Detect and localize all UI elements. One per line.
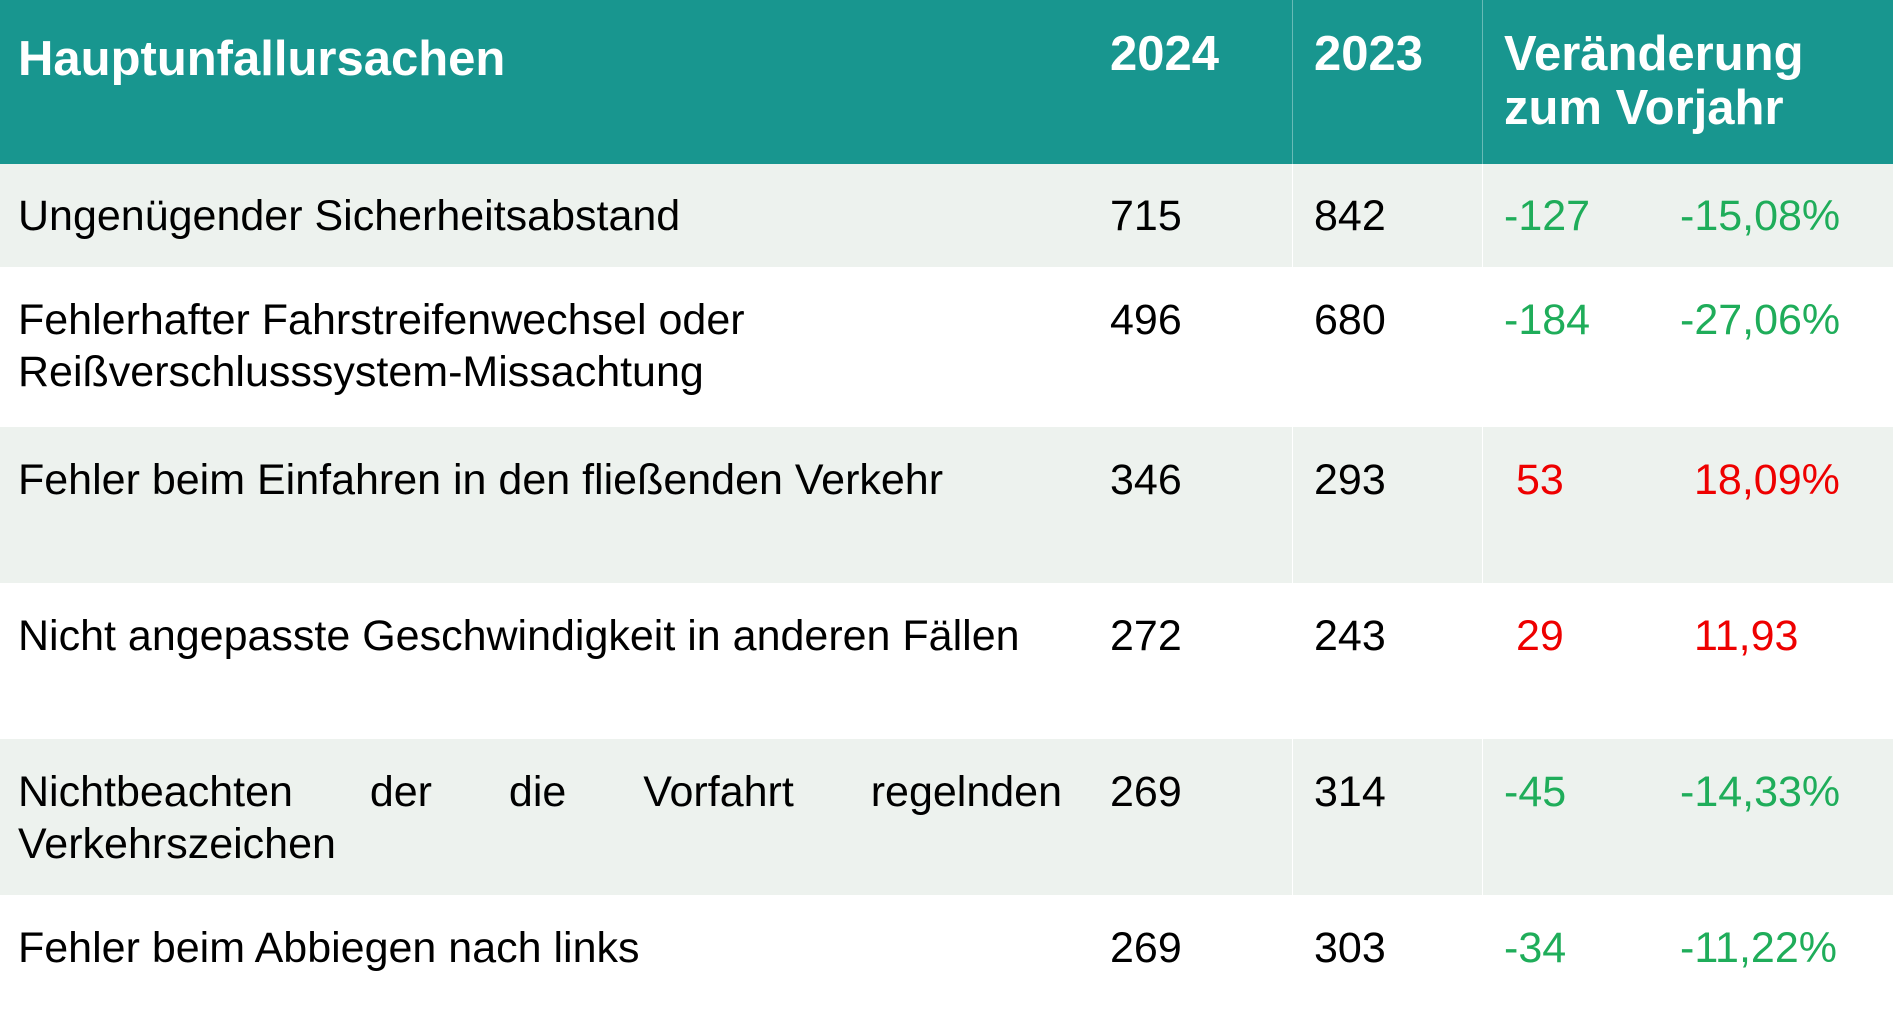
column-divider (1482, 164, 1483, 1004)
value-2024: 715 (1110, 192, 1182, 240)
table-row (0, 267, 1893, 427)
cause-cell: Nichtbeachten der die Vorfahrt regelnden… (18, 768, 1062, 868)
header-2024: 2024 (1110, 27, 1220, 81)
header-change-line2: zum Vorjahr (1504, 81, 1784, 135)
cause-cell: Ungenügender Sicherheitsabstand (18, 192, 681, 240)
table-row (0, 427, 1893, 583)
value-2023: 243 (1314, 612, 1386, 660)
change-absolute: 53 (1516, 456, 1564, 504)
value-2023: 842 (1314, 192, 1386, 240)
column-divider (1292, 164, 1293, 1004)
table-row (0, 895, 1893, 1005)
change-absolute: -34 (1504, 924, 1567, 972)
value-2024: 272 (1110, 612, 1182, 660)
cause-cell: Fehler beim Einfahren in den fließenden … (18, 456, 944, 504)
header-divider (1482, 0, 1483, 164)
change-absolute: 29 (1516, 612, 1564, 660)
cause-cell: Nicht angepasste Geschwindigkeit in ande… (18, 612, 1020, 660)
cause-cell: Fehlerhafter Fahrstreifenwechsel oder Re… (18, 294, 745, 398)
table-row (0, 739, 1893, 895)
change-percent: 11,93 (1694, 612, 1799, 660)
table-row (0, 583, 1893, 739)
value-2023: 303 (1314, 924, 1386, 972)
change-absolute: -127 (1504, 192, 1591, 240)
change-percent: -14,33% (1680, 768, 1841, 816)
value-2024: 269 (1110, 768, 1182, 816)
change-absolute: -45 (1504, 768, 1567, 816)
change-percent: -15,08% (1680, 192, 1841, 240)
change-percent: -27,06% (1680, 296, 1841, 344)
table-header (0, 0, 1893, 164)
header-divider (1292, 0, 1293, 164)
table-row (0, 164, 1893, 267)
change-percent: 18,09% (1694, 456, 1840, 504)
header-cause: Hauptunfallursachen (18, 32, 506, 86)
header-2023: 2023 (1314, 27, 1424, 81)
value-2023: 314 (1314, 768, 1386, 816)
header-change-line1: Veränderung (1504, 27, 1804, 81)
value-2024: 346 (1110, 456, 1182, 504)
header-change: Veränderung zum Vorjahr (1504, 27, 1804, 135)
cause-line: Reißverschlusssystem-Missachtung (18, 348, 704, 396)
value-2023: 680 (1314, 296, 1386, 344)
change-absolute: -184 (1504, 296, 1591, 344)
cause-line: Fehlerhafter Fahrstreifenwechsel oder (18, 296, 745, 344)
value-2023: 293 (1314, 456, 1386, 504)
value-2024: 269 (1110, 924, 1182, 972)
cause-cell: Fehler beim Abbiegen nach links (18, 924, 640, 972)
value-2024: 496 (1110, 296, 1182, 344)
change-percent: -11,22% (1680, 924, 1837, 972)
